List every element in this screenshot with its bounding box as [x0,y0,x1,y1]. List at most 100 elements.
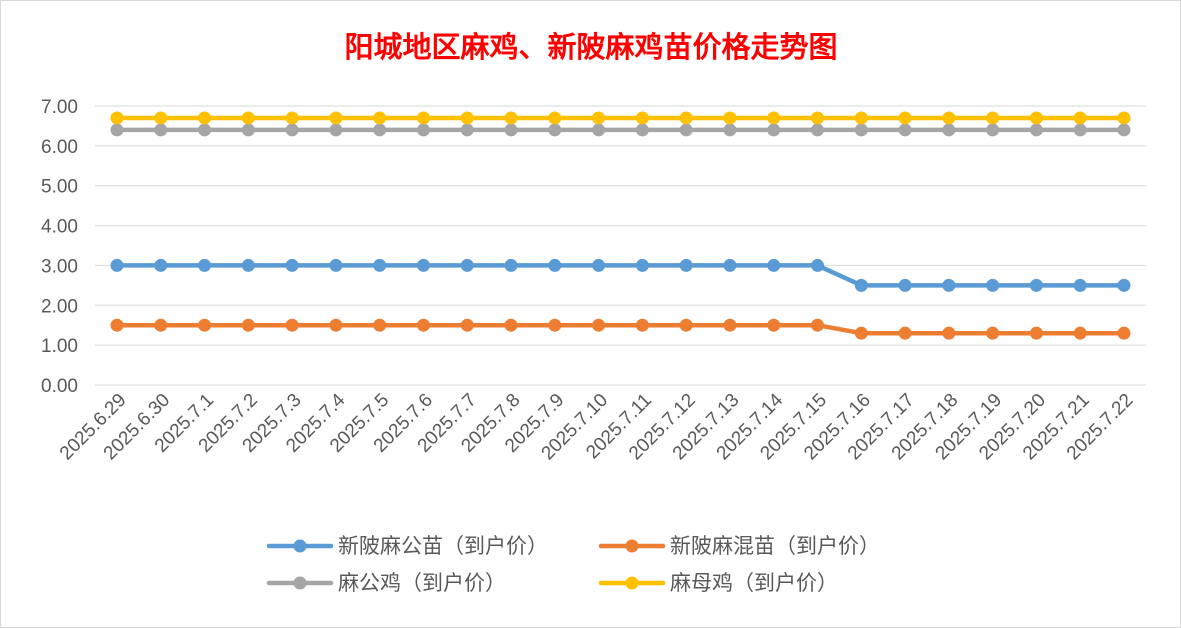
data-point [416,318,430,332]
legend-swatch-marker [625,539,639,553]
series-line [114,263,1127,288]
data-point [198,318,212,332]
legend-item: 新陂麻公苗（到户价） [266,534,548,558]
data-point [154,111,168,125]
y-axis-tick-labels: 0.00 1.00 2.00 3.00 4.00 5.00 6.00 7.00 [41,97,78,397]
data-point [110,258,124,272]
data-point [854,123,868,137]
data-point [767,123,781,137]
gridlines [95,105,1146,386]
data-point [723,123,737,137]
data-point [1073,278,1087,292]
data-point [198,111,212,125]
data-point [1029,123,1043,137]
data-point [548,111,562,125]
x-axis-tick-labels: 2025.6.292025.6.302025.7.12025.7.22025.7… [56,389,1138,464]
data-point [504,123,518,137]
data-point [285,123,299,137]
data-point [592,258,606,272]
data-point [460,123,474,137]
data-point [942,278,956,292]
data-point [241,318,255,332]
data-point [548,258,562,272]
data-point [416,258,430,272]
data-point [285,258,299,272]
legend-swatch-marker [625,576,639,590]
data-point [1029,278,1043,292]
data-point [373,111,387,125]
y-tick-label: 6.00 [41,137,78,158]
data-point [898,278,912,292]
data-point [1073,326,1087,340]
data-point [723,318,737,332]
data-point [1117,123,1131,137]
series-line [114,322,1127,336]
y-tick-label: 5.00 [41,177,78,198]
data-point [942,326,956,340]
data-point [110,123,124,137]
data-point [373,318,387,332]
data-point [942,123,956,137]
data-point [1117,111,1131,125]
data-point [592,318,606,332]
series-1 [110,258,1131,292]
data-point [679,318,693,332]
data-point [416,111,430,125]
data-point [241,111,255,125]
data-point [154,123,168,137]
series-4 [110,111,1131,125]
data-point [198,258,212,272]
legend-swatch-marker [293,539,307,553]
legend-swatch-marker [293,576,307,590]
data-point [1029,111,1043,125]
data-point [373,258,387,272]
y-tick-label: 1.00 [41,336,78,357]
legend-item: 新陂麻混苗（到户价） [598,534,880,558]
data-point [854,278,868,292]
data-point [329,123,343,137]
data-point [285,111,299,125]
data-point [504,258,518,272]
data-point [329,258,343,272]
data-point [460,111,474,125]
data-point [548,318,562,332]
data-point [241,123,255,137]
data-point [679,123,693,137]
data-point [811,123,825,137]
data-point [723,258,737,272]
data-point [1073,111,1087,125]
y-tick-label: 4.00 [41,217,78,238]
data-point [110,318,124,332]
data-point [854,111,868,125]
data-point [898,326,912,340]
legend-label: 麻公鸡（到户价） [338,571,506,595]
y-tick-label: 2.00 [41,296,78,317]
data-point [592,111,606,125]
data-point [811,111,825,125]
legend-label: 麻母鸡（到户价） [670,571,838,595]
data-point [460,318,474,332]
data-point [986,278,1000,292]
data-point [373,123,387,137]
data-point [986,123,1000,137]
data-point [592,123,606,137]
data-point [942,111,956,125]
data-point [723,111,737,125]
data-point [986,111,1000,125]
data-point [635,111,649,125]
series-2 [110,318,1131,340]
data-point [635,258,649,272]
data-point [1117,326,1131,340]
legend: 新陂麻公苗（到户价） 新陂麻混苗（到户价） 麻公鸡（到户价） 麻母鸡（到户价） [266,534,880,595]
data-point [679,258,693,272]
data-point [329,111,343,125]
data-point [154,318,168,332]
chart-title: 阳城地区麻鸡、新陂麻鸡苗价格走势图 [344,30,837,64]
data-point [898,111,912,125]
data-point [198,123,212,137]
data-point [811,318,825,332]
data-point [241,258,255,272]
legend-label: 新陂麻公苗（到户价） [338,534,548,558]
